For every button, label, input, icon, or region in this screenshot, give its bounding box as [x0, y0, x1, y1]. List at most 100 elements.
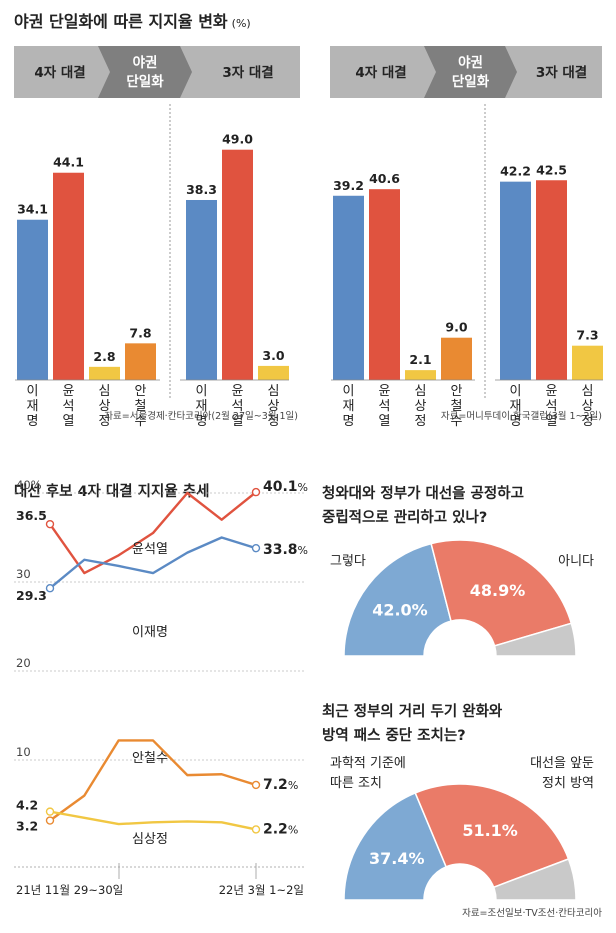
- x-start-label: 21년 11월 29~30일: [16, 883, 123, 897]
- bar-윤석열: [369, 189, 400, 380]
- bar-category-char: 이: [196, 384, 208, 399]
- banner-middle-label-1: 야권: [133, 54, 158, 71]
- bar-이재명: [186, 199, 217, 380]
- line-이재명: [49, 536, 257, 590]
- bar-심상정: [258, 365, 289, 380]
- donut-slice: [414, 783, 570, 889]
- bar-윤석열: [536, 180, 567, 380]
- source-right: 자료=머니투데이·한국갤럽(3월 1~2일): [441, 410, 602, 422]
- bar-category-char: 윤: [63, 384, 75, 399]
- bar-category-char: 재: [27, 399, 39, 414]
- bar-category-char: 열: [232, 414, 244, 429]
- bar-value-label: 3.0: [262, 348, 284, 363]
- donut-slice: [492, 858, 577, 901]
- bar-category-char: 안: [135, 384, 147, 399]
- series-name-label: 심상정: [132, 832, 168, 847]
- line-end-value: 2.2%: [263, 821, 298, 837]
- line-chart: 40% 30 20 10 21년 11월 29~30일 22년 3월 1~2일 36.5 40…: [14, 478, 308, 897]
- donut-value-label: 42.0%: [372, 600, 428, 619]
- bar-category-char: 정: [268, 414, 280, 429]
- donut-category-label: 그렇다: [330, 554, 366, 569]
- bar-category-char: 정: [582, 414, 594, 429]
- trend-title: 대선 후보 4자 대결 지지율 추세: [14, 482, 209, 500]
- bar-category-char: 철: [135, 399, 147, 414]
- y-tick-label: 30: [16, 567, 31, 581]
- bar-심상정: [405, 370, 436, 380]
- donut-slice: [430, 539, 573, 647]
- bar-value-label: 42.5: [536, 162, 567, 177]
- y-tick-label: 10: [16, 745, 31, 759]
- bar-category-char: 심: [582, 384, 594, 399]
- donut-category-label: 정치 방역: [542, 776, 594, 791]
- banner-before-label: 4자 대결: [355, 64, 406, 81]
- bar-value-label: 49.0: [222, 132, 253, 147]
- line-start-value: 4.2: [16, 798, 38, 813]
- bar-chart-right: 39.2 이재명 40.6 윤석열 2.1 심상정 9.0 안철수 42.2 이재명 42.5 윤석열…: [331, 104, 603, 429]
- donut-category-label: 아니다: [558, 554, 594, 569]
- bar-value-label: 34.1: [17, 202, 48, 217]
- bar-category-char: 수: [135, 414, 147, 429]
- line-start-value: 3.2: [16, 819, 38, 834]
- line-start-value: 36.5: [16, 508, 47, 523]
- banner-after-label: 3자 대결: [222, 64, 273, 81]
- bar-value-label: 42.2: [500, 164, 531, 179]
- bar-category-char: 상: [415, 399, 427, 414]
- bar-category-char: 명: [196, 414, 208, 429]
- bar-category-char: 심: [415, 384, 427, 399]
- donut-value-label: 37.4%: [369, 849, 425, 868]
- series-name-label: 안철수: [132, 751, 168, 766]
- donut-slice: [493, 622, 577, 657]
- line-endpoint-marker: [251, 825, 261, 834]
- donut-slice: [343, 542, 452, 657]
- line-endpoint-marker: [45, 584, 55, 593]
- bar-이재명: [333, 195, 364, 380]
- donut2-title-line1: 최근 정부의 거리 두기 완화와: [322, 702, 503, 720]
- bar-category-char: 명: [343, 414, 355, 429]
- banner-before-label: 4자 대결: [34, 64, 85, 81]
- bar-category-char: 명: [510, 414, 522, 429]
- bar-value-label: 38.3: [186, 182, 217, 197]
- series-name-label: 이재명: [132, 625, 168, 640]
- bar-category-char: 재: [510, 399, 522, 414]
- bar-category-char: 안: [451, 384, 463, 399]
- bar-value-label: 44.1: [53, 155, 84, 170]
- line-endpoint-marker: [45, 816, 55, 825]
- y-tick-label: 40%: [16, 478, 42, 492]
- donut1-title-line2: 중립적으로 관리하고 있나?: [322, 508, 487, 526]
- bar-category-char: 철: [451, 399, 463, 414]
- bar-category-char: 심: [268, 384, 280, 399]
- line-endpoint-marker: [251, 487, 261, 497]
- donut-category-label: 대선을 앞둔: [530, 756, 594, 771]
- line-end-value: 40.1%: [263, 479, 308, 495]
- bar-category-char: 이: [343, 384, 355, 399]
- banner-after-label: 3자 대결: [536, 64, 587, 81]
- bar-value-label: 39.2: [333, 178, 364, 193]
- bar-category-char: 석: [379, 399, 391, 414]
- line-start-value: 29.3: [16, 588, 47, 603]
- bar-이재명: [17, 219, 48, 380]
- line-윤석열: [49, 491, 257, 575]
- bar-category-char: 이: [510, 384, 522, 399]
- bar-category-char: 정: [99, 414, 111, 429]
- bar-category-char: 석: [546, 399, 558, 414]
- bar-value-label: 9.0: [445, 320, 467, 335]
- donut-value-label: 48.9%: [470, 581, 526, 600]
- bar-category-char: 윤: [232, 384, 244, 399]
- bar-value-label: 7.8: [129, 325, 151, 340]
- donut-category-label: 따른 조치: [330, 776, 382, 791]
- bar-category-char: 상: [99, 399, 111, 414]
- bar-category-char: 열: [379, 414, 391, 429]
- line-심상정: [49, 810, 257, 831]
- bar-category-char: 이: [27, 384, 39, 399]
- bar-category-char: 수: [451, 414, 463, 429]
- source-bottom: 자료=조선일보·TV조선·칸타코리아: [462, 908, 602, 919]
- bar-category-char: 열: [63, 414, 75, 429]
- donut1-title-line1: 청와대와 정부가 대선을 공정하고: [322, 484, 524, 502]
- bar-심상정: [572, 345, 603, 380]
- banner-middle-label-2: 단일화: [126, 73, 164, 90]
- donut2-title-line2: 방역 패스 중단 조치는?: [322, 726, 466, 744]
- bar-value-label: 40.6: [369, 171, 400, 186]
- bar-category-char: 윤: [379, 384, 391, 399]
